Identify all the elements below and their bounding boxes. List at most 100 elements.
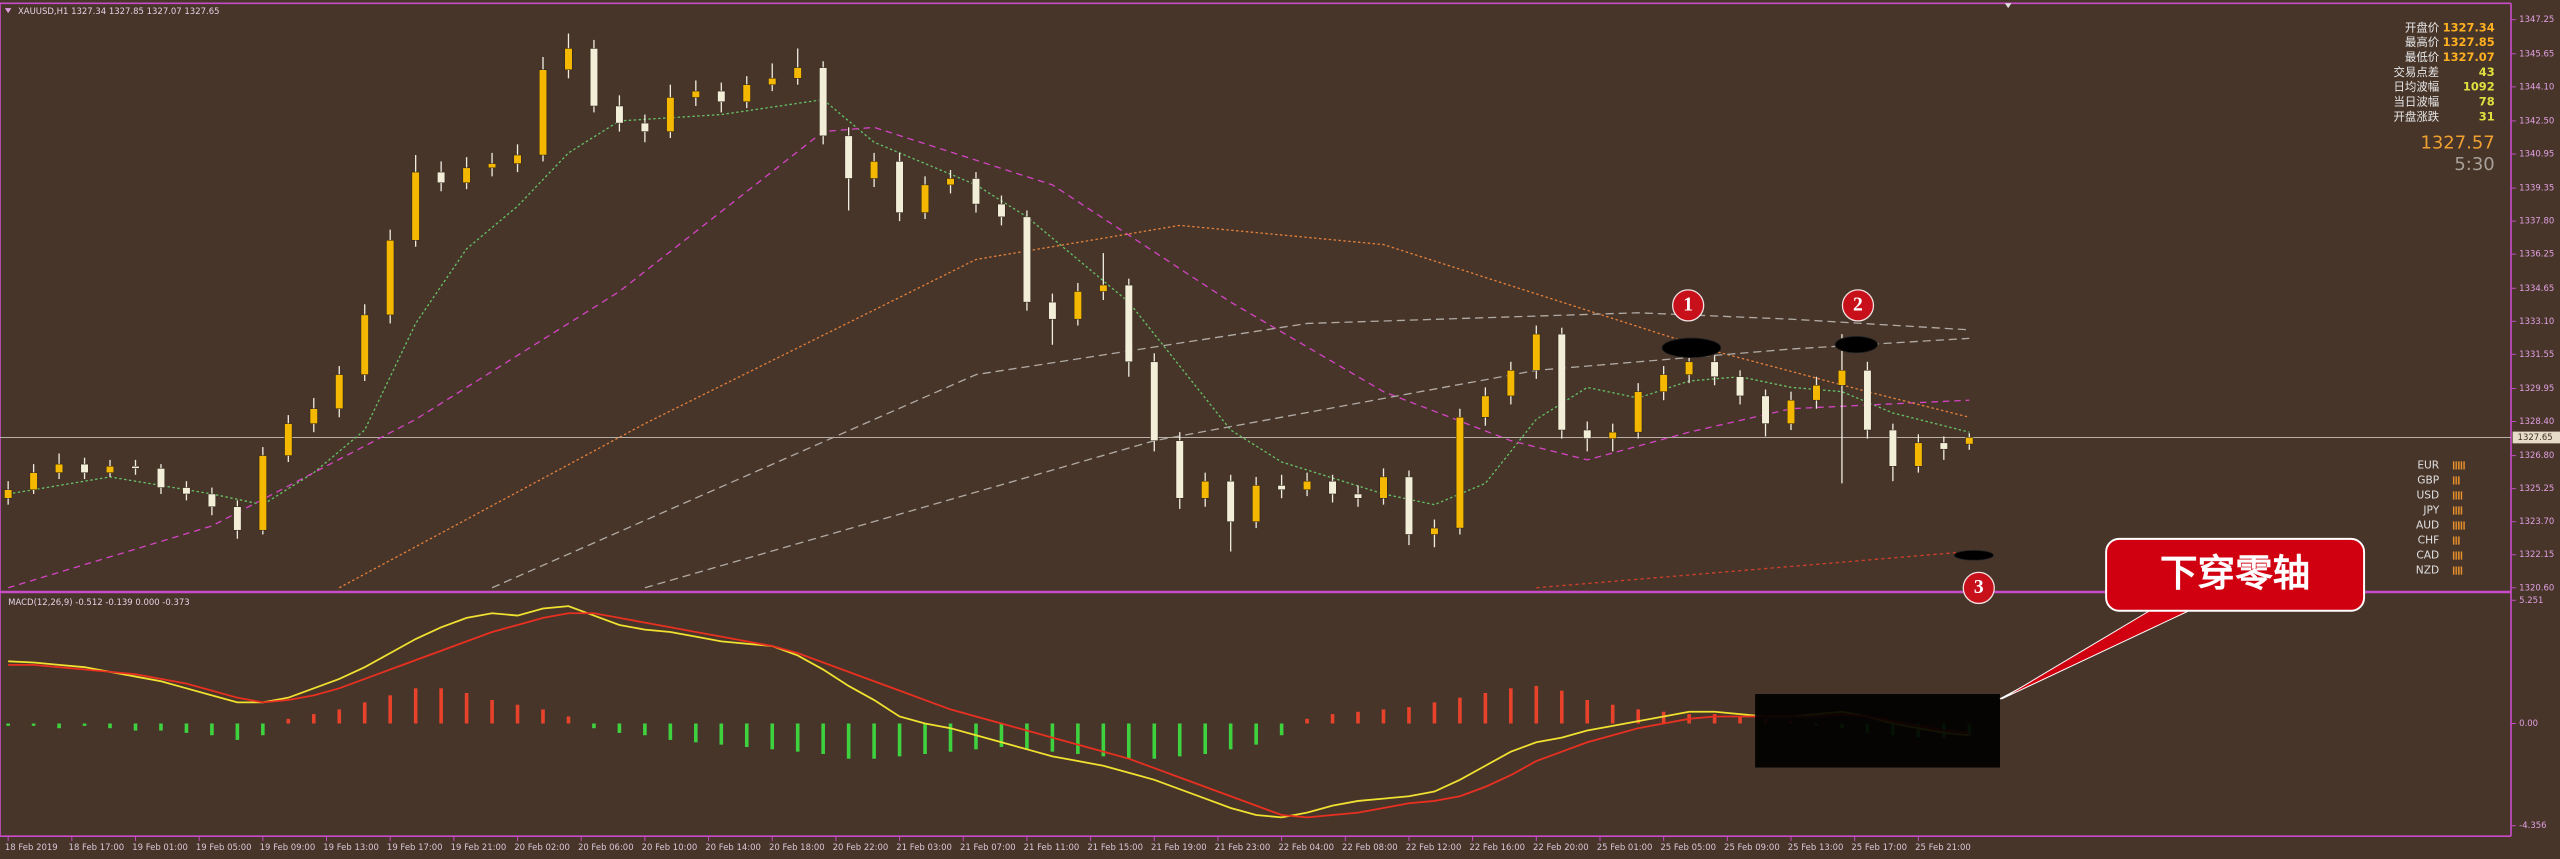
candle-body bbox=[1277, 485, 1286, 490]
x-tick-label: 20 Feb 10:00 bbox=[642, 843, 698, 853]
histogram-bar bbox=[592, 723, 596, 729]
candle-body bbox=[258, 455, 267, 531]
x-tick-label: 22 Feb 20:00 bbox=[1533, 843, 1589, 853]
x-tick-label: 21 Feb 03:00 bbox=[896, 843, 952, 853]
last-price-label: 1327.65 bbox=[2518, 433, 2553, 443]
histogram-bar bbox=[311, 714, 316, 724]
histogram-bar bbox=[770, 723, 775, 750]
candle-body bbox=[1022, 216, 1031, 303]
marker-circle bbox=[1841, 289, 1875, 322]
x-tick-label: 21 Feb 07:00 bbox=[960, 843, 1016, 853]
candle-body bbox=[742, 84, 751, 102]
candle-body bbox=[309, 408, 318, 424]
histogram-bar bbox=[210, 723, 214, 736]
x-tick-label: 21 Feb 19:00 bbox=[1151, 843, 1207, 853]
x-tick-label: 20 Feb 22:00 bbox=[833, 843, 889, 853]
y-tick-label: 1333.10 bbox=[2519, 317, 2554, 327]
currency-label: AUD bbox=[2416, 519, 2439, 532]
x-tick-label: 18 Feb 2019 bbox=[5, 843, 58, 853]
candle-body bbox=[1863, 370, 1872, 431]
candle-body bbox=[335, 374, 344, 409]
x-tick-label: 18 Feb 17:00 bbox=[69, 843, 125, 853]
candle-body bbox=[386, 240, 395, 316]
x-tick-label: 20 Feb 18:00 bbox=[769, 843, 825, 853]
highlight-ellipse bbox=[1953, 549, 1994, 561]
indicator-line bbox=[8, 612, 1970, 819]
candle-body bbox=[666, 97, 675, 132]
candle-body bbox=[1379, 476, 1388, 499]
y-tick-label: 1344.10 bbox=[2519, 82, 2554, 92]
x-tick-label: 19 Feb 21:00 bbox=[451, 843, 507, 853]
info-label: 交易点差 bbox=[2393, 65, 2439, 79]
strength-bar bbox=[2452, 521, 2466, 530]
histogram-bar bbox=[566, 716, 571, 724]
candle-body bbox=[564, 48, 573, 71]
y-tick-label: 1325.25 bbox=[2519, 484, 2554, 494]
histogram-bar bbox=[1458, 697, 1462, 724]
histogram-bar bbox=[821, 723, 825, 755]
histogram-bar bbox=[694, 723, 698, 743]
currency-label: CHF bbox=[2418, 534, 2439, 547]
info-value: 1327.07 bbox=[2443, 50, 2495, 64]
strength-bar bbox=[2452, 566, 2463, 575]
histogram-bar bbox=[1279, 723, 1284, 736]
strength-bar bbox=[2452, 491, 2463, 500]
candle-body bbox=[4, 489, 13, 499]
histogram-bar bbox=[1509, 688, 1513, 724]
candle-body bbox=[1659, 374, 1668, 392]
candle-body bbox=[1685, 361, 1694, 375]
candle-body bbox=[284, 423, 293, 456]
x-tick-label: 19 Feb 13:00 bbox=[323, 843, 379, 853]
x-tick-label: 20 Feb 06:00 bbox=[578, 843, 634, 853]
x-tick-label: 22 Feb 12:00 bbox=[1406, 843, 1462, 853]
histogram-bar bbox=[1610, 704, 1615, 724]
x-tick-label: 25 Feb 05:00 bbox=[1660, 843, 1716, 853]
histogram-bar bbox=[1712, 714, 1717, 724]
candle-body bbox=[1710, 361, 1719, 377]
histogram-bar bbox=[184, 723, 189, 733]
candle-body bbox=[55, 463, 64, 473]
marker-label: 2 bbox=[1853, 295, 1863, 316]
histogram-bar bbox=[413, 688, 418, 724]
y-tick-label: 1340.95 bbox=[2519, 149, 2554, 159]
histogram-bar bbox=[1559, 690, 1564, 724]
candle-body bbox=[360, 314, 369, 375]
candle-body bbox=[1175, 440, 1184, 499]
histogram-bar bbox=[464, 692, 469, 724]
candle-body bbox=[1150, 361, 1159, 441]
histogram-bar bbox=[362, 702, 367, 724]
candle-body bbox=[1761, 395, 1770, 424]
candle-body bbox=[1201, 480, 1210, 499]
candle-body bbox=[1837, 370, 1846, 386]
candle-body bbox=[1812, 385, 1821, 401]
candle-body bbox=[1099, 284, 1108, 292]
candle-body bbox=[1430, 527, 1439, 535]
currency-label: JPY bbox=[2422, 503, 2439, 516]
histogram-bar bbox=[744, 723, 749, 747]
candle-body bbox=[411, 171, 420, 241]
candle-body bbox=[793, 67, 802, 79]
histogram-bar bbox=[1636, 709, 1640, 724]
strength-bar bbox=[2452, 551, 2463, 560]
y-tick-label: 1337.80 bbox=[2519, 217, 2554, 227]
histogram-bar bbox=[31, 723, 36, 726]
y-tick-label: 1334.65 bbox=[2519, 284, 2554, 294]
marker-label: 1 bbox=[1683, 295, 1693, 316]
info-label: 最高价 bbox=[2405, 35, 2440, 49]
histogram-bar bbox=[1738, 716, 1742, 724]
histogram-bar bbox=[1407, 707, 1411, 724]
y-tick-label: 1328.40 bbox=[2519, 417, 2554, 427]
candle-body bbox=[997, 203, 1006, 218]
x-tick-label: 19 Feb 05:00 bbox=[196, 843, 252, 853]
candle-body bbox=[844, 135, 853, 179]
currency-label: CAD bbox=[2416, 549, 2439, 562]
info-label: 开盘价 bbox=[2405, 20, 2440, 34]
histogram-bar bbox=[1254, 723, 1258, 745]
candle-body bbox=[1226, 480, 1235, 522]
histogram-bar bbox=[1203, 723, 1208, 755]
candle-body bbox=[513, 154, 522, 164]
x-tick-label: 25 Feb 21:00 bbox=[1915, 843, 1971, 853]
info-price: 1327.57 bbox=[2420, 133, 2494, 154]
histogram-bar bbox=[286, 718, 291, 724]
